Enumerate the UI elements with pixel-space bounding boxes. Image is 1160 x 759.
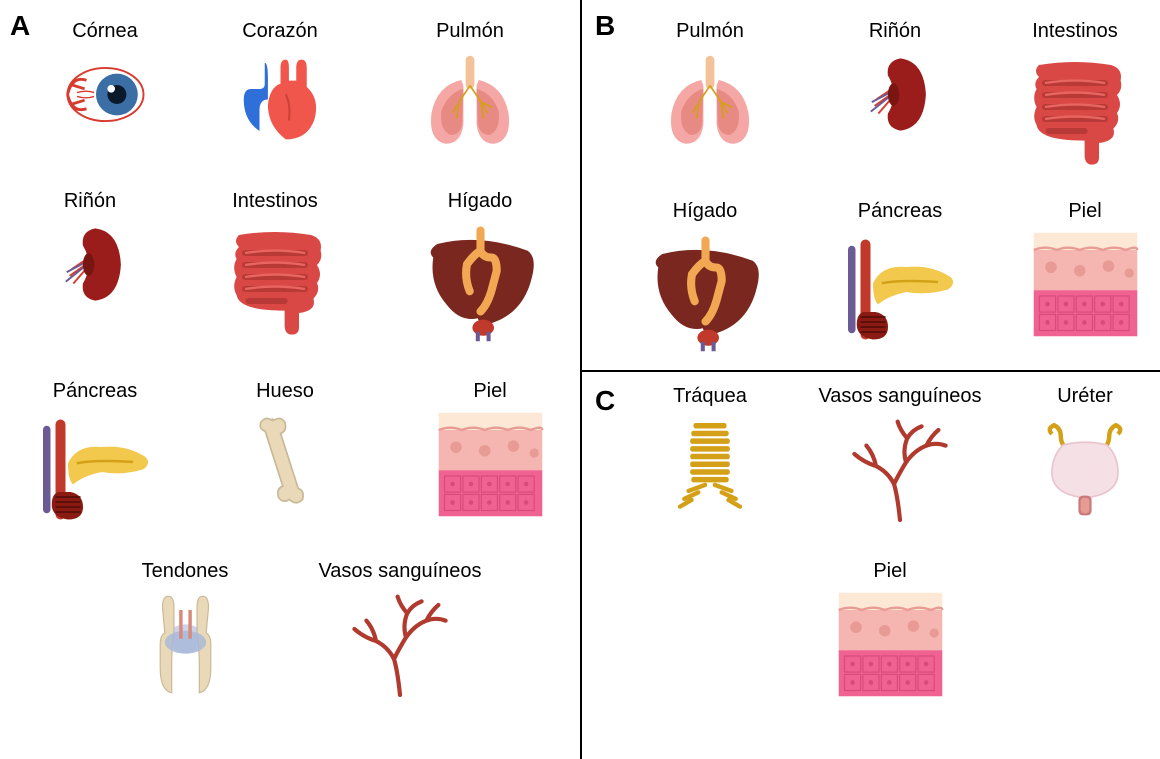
panel-c-label: C [595,385,615,417]
organ-label: Piel [1020,200,1150,223]
organ-label: Piel [820,560,960,583]
organ-pulmon: Pulmón [400,20,540,157]
organ-rinon: Riñón [20,190,160,312]
panel-a-label: A [10,10,30,42]
organ-intestinos-b: Intestinos [1000,20,1150,167]
vessels-icon [340,587,460,707]
organ-label: Páncreas [820,200,980,223]
organ-higado: Hígado [400,190,560,352]
organ-label: Intestinos [200,190,350,213]
organ-ureter: Uréter [1020,385,1150,522]
organ-hueso: Hueso [220,380,350,517]
tendon-icon [128,587,243,702]
organ-label: Vasos sanguíneos [290,560,510,583]
pancreas-icon [33,407,158,532]
organ-label: Uréter [1020,385,1150,408]
organ-label: Páncreas [20,380,170,403]
lungs-icon [415,47,525,157]
organ-label: Riñón [20,190,160,213]
organ-label: Hígado [620,200,790,223]
organ-pancreas: Páncreas [20,380,170,532]
organ-label: Corazón [210,20,350,43]
vertical-divider [580,0,582,759]
organ-piel: Piel [420,380,560,522]
organ-label: Vasos sanguíneos [790,385,1010,408]
intestines-icon [215,217,335,337]
organ-label: Hígado [400,190,560,213]
liver-icon [413,217,548,352]
organ-label: Piel [420,380,560,403]
organ-higado-b: Hígado [620,200,790,362]
skin-icon [833,587,948,702]
organ-label: Córnea [35,20,175,43]
organ-vasos: Vasos sanguíneos [290,560,510,707]
organ-piel-b: Piel [1020,200,1150,342]
organ-vasos-c: Vasos sanguíneos [790,385,1010,532]
ureter-icon [1030,412,1140,522]
trachea-icon [655,412,765,522]
organ-label: Riñón [830,20,960,43]
organ-piel-c: Piel [820,560,960,702]
organ-intestinos: Intestinos [200,190,350,337]
organ-label: Pulmón [640,20,780,43]
organ-label: Intestinos [1000,20,1150,43]
heart-icon [228,47,333,152]
organ-pulmon-b: Pulmón [640,20,780,157]
panel-b-label: B [595,10,615,42]
organ-corazon: Corazón [210,20,350,152]
organ-tendones: Tendones [110,560,260,702]
kidney-icon [43,217,138,312]
skin-icon [1028,227,1143,342]
vessels-icon [840,412,960,532]
organ-pancreas-b: Páncreas [820,200,980,352]
pancreas-icon [838,227,963,352]
intestines-icon [1015,47,1135,167]
organ-label: Tendones [110,560,260,583]
organ-label: Tráquea [640,385,780,408]
organ-label: Hueso [220,380,350,403]
organ-rinon-b: Riñón [830,20,960,142]
skin-icon [433,407,548,522]
organ-label: Pulmón [400,20,540,43]
organ-traquea: Tráquea [640,385,780,522]
organ-cornea: Córnea [35,20,175,142]
horizontal-divider [580,370,1160,372]
kidney-icon [848,47,943,142]
lungs-icon [655,47,765,157]
liver-icon [638,227,773,362]
eye-icon [58,47,153,142]
bone-icon [230,407,340,517]
